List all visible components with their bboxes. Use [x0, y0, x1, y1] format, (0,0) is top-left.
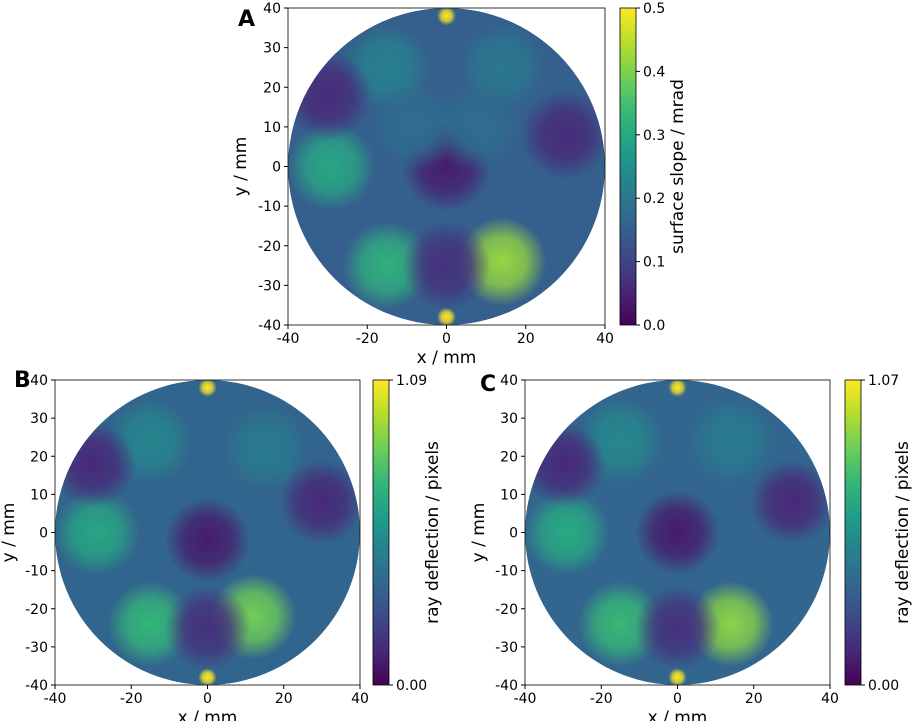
y-tick-label: 30: [500, 411, 518, 427]
heatmap-spot: [402, 221, 491, 310]
heatmap: [288, 8, 605, 325]
x-tick-label: -20: [120, 691, 143, 707]
y-tick-label: -30: [495, 640, 518, 656]
x-tick-label: -40: [44, 691, 67, 707]
x-axis-label: x / mm: [417, 348, 477, 368]
x-tick-label: 40: [351, 691, 369, 707]
y-tick-label: -40: [25, 678, 48, 694]
x-tick-label: 0: [442, 331, 451, 347]
heatmap-spot: [279, 459, 360, 545]
x-tick-label: 20: [275, 691, 293, 707]
heatmap-spot: [436, 307, 457, 325]
colorbar: [844, 379, 862, 686]
y-tick-label: -20: [495, 602, 518, 618]
heatmap-spot: [370, 82, 460, 172]
y-tick-label: 40: [263, 1, 281, 17]
heatmap-spot: [525, 489, 610, 576]
y-tick-label: 10: [263, 120, 281, 136]
x-axis-label: x / mm: [178, 708, 238, 721]
y-tick-label: 0: [39, 526, 48, 542]
heatmap-spot: [55, 489, 140, 576]
colorbar-label: ray deflection / pixels: [893, 441, 913, 624]
colorbar-label: ray deflection / pixels: [423, 441, 443, 624]
y-tick-label: 10: [30, 487, 48, 503]
y-tick-label: 20: [263, 80, 281, 96]
heatmap-spot: [198, 380, 217, 397]
y-tick-label: 40: [30, 373, 48, 389]
colorbar-tick-label: 0.2: [643, 191, 665, 207]
x-tick-label: 40: [821, 691, 839, 707]
panel-label: C: [480, 372, 496, 397]
heatmap: [55, 380, 360, 685]
y-tick-label: -30: [258, 278, 281, 294]
y-tick-label: -30: [25, 640, 48, 656]
y-tick-label: 30: [30, 411, 48, 427]
x-tick-label: -40: [277, 331, 300, 347]
heatmap-spot: [164, 585, 251, 671]
x-tick-label: 20: [517, 331, 535, 347]
colorbar: [619, 7, 637, 326]
colorbar-tick-label: 1.07: [868, 373, 899, 389]
heatmap-spot: [436, 8, 457, 26]
heatmap-spot: [221, 405, 308, 492]
heatmap-spot: [164, 497, 251, 583]
y-tick-label: -10: [25, 564, 48, 580]
y-tick-label: 30: [263, 41, 281, 57]
y-tick-label: -20: [25, 602, 48, 618]
colorbar-label: surface slope / mrad: [668, 79, 688, 254]
y-tick-label: -10: [495, 564, 518, 580]
colorbar-tick-label: 0.00: [868, 678, 899, 694]
colorbar-tick-label: 0.4: [643, 64, 665, 80]
y-tick-label: -10: [258, 199, 281, 215]
heatmap-spot: [433, 82, 523, 172]
x-tick-label: 0: [203, 691, 212, 707]
heatmap-spot: [668, 380, 687, 397]
y-tick-label: 40: [500, 373, 518, 389]
colorbar-tick-label: 0.00: [396, 678, 427, 694]
heatmap-spot: [634, 489, 721, 576]
heatmap-spot: [198, 668, 217, 685]
x-tick-label: -20: [356, 331, 379, 347]
y-tick-label: 0: [509, 526, 518, 542]
colorbar-tick-label: 0.0: [643, 318, 665, 334]
y-tick-label: -20: [258, 239, 281, 255]
y-axis-label: y / mm: [469, 503, 489, 563]
heatmap-spot: [288, 122, 376, 211]
y-axis-label: y / mm: [0, 503, 19, 563]
heatmap-spot: [525, 421, 606, 507]
heatmap-spot: [668, 668, 687, 685]
x-tick-label: 20: [745, 691, 763, 707]
y-tick-label: -40: [258, 318, 281, 334]
heatmap-spot: [55, 421, 136, 507]
y-tick-label: 20: [30, 449, 48, 465]
panel-label: B: [14, 368, 31, 393]
colorbar-tick-label: 0.5: [643, 1, 665, 17]
x-tick-label: 40: [596, 331, 614, 347]
y-tick-label: 20: [500, 449, 518, 465]
colorbar-tick-label: 1.09: [396, 373, 427, 389]
heatmap-spot: [634, 585, 721, 671]
x-axis-label: x / mm: [648, 708, 708, 721]
panel-label: A: [238, 7, 255, 32]
colorbar-tick-label: 0.3: [643, 128, 665, 144]
heatmap-spot: [688, 398, 774, 484]
heatmap-spot: [749, 459, 830, 545]
y-tick-label: -40: [495, 678, 518, 694]
colorbar: [372, 379, 390, 686]
x-tick-label: 0: [673, 691, 682, 707]
y-axis-label: y / mm: [231, 137, 251, 197]
y-tick-label: 10: [500, 487, 518, 503]
x-tick-label: -40: [514, 691, 537, 707]
heatmap-spot: [520, 90, 605, 180]
heatmap: [525, 380, 830, 685]
heatmap-spot: [288, 50, 373, 140]
y-tick-label: 0: [272, 160, 281, 176]
colorbar-tick-label: 0.1: [643, 255, 665, 271]
x-tick-label: -20: [590, 691, 613, 707]
